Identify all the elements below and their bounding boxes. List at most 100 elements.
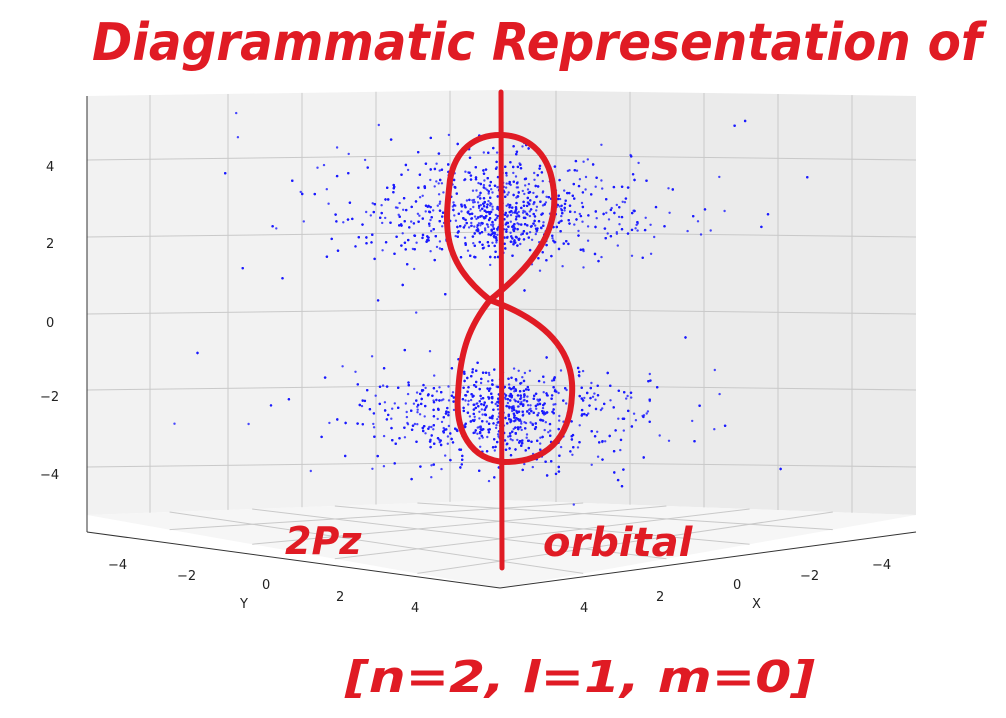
scatter-point (585, 414, 588, 417)
scatter-point (402, 208, 405, 211)
scatter-point (410, 409, 413, 412)
scatter-point (513, 414, 516, 417)
scatter-point (480, 377, 483, 381)
scatter-point (581, 399, 585, 402)
scatter-point (618, 223, 621, 226)
scatter-point (543, 428, 546, 432)
scatter-point (760, 225, 763, 229)
scatter-point (612, 406, 615, 409)
scatter-point (358, 403, 361, 407)
scatter-point (469, 174, 473, 177)
scatter-point (550, 379, 554, 382)
scatter-point (626, 186, 630, 189)
scatter-point (365, 236, 368, 239)
scatter-point (512, 224, 515, 228)
scatter-point (663, 225, 666, 228)
scatter-point (481, 222, 484, 225)
scatter-point (523, 223, 527, 226)
scatter-point (509, 161, 512, 164)
scatter-point (596, 384, 599, 387)
scatter-point (609, 208, 613, 212)
scatter-point (422, 429, 425, 433)
scatter-point (429, 168, 432, 171)
scatter-point (484, 413, 487, 416)
scatter-point (620, 228, 624, 231)
scatter-point (504, 448, 508, 451)
scatter-point (459, 466, 462, 469)
scatter-point (526, 404, 530, 407)
scatter-point (490, 416, 493, 419)
scatter-point (487, 389, 491, 392)
scatter-point (241, 267, 244, 270)
scatter-point (528, 203, 531, 206)
scatter-point (480, 408, 483, 411)
scatter-point (436, 204, 439, 207)
scatter-point (354, 245, 357, 248)
scatter-point (568, 191, 571, 195)
scatter-point (541, 435, 544, 439)
scatter-point (464, 242, 467, 245)
scatter-point (485, 210, 488, 214)
scatter-point (495, 151, 499, 154)
scatter-point (485, 450, 489, 453)
scatter-point (516, 394, 520, 397)
scatter-point (466, 211, 469, 214)
scatter-point (586, 225, 590, 228)
scatter-point (420, 389, 424, 392)
scatter-point (441, 215, 444, 218)
scatter-point (437, 408, 440, 411)
scatter-point (709, 229, 712, 232)
scatter-point (574, 159, 578, 163)
scatter-point (495, 216, 499, 220)
scatter-point (472, 412, 475, 416)
scatter-point (509, 240, 513, 243)
scatter-point (524, 388, 528, 391)
scatter-point (606, 371, 609, 375)
scatter-point (450, 437, 453, 441)
scatter-point (643, 228, 647, 232)
scatter-point (590, 463, 593, 466)
scatter-point (536, 414, 539, 417)
scatter-point (512, 229, 516, 233)
scatter-point (514, 448, 517, 451)
scatter-point (424, 432, 427, 435)
scatter-point (590, 193, 593, 196)
scatter-point (437, 193, 441, 196)
scatter-point (618, 206, 621, 209)
scatter-point (558, 178, 561, 182)
scatter-point (534, 392, 538, 395)
scatter-point (430, 216, 433, 219)
scatter-point (512, 412, 516, 415)
scatter-point (494, 445, 497, 449)
scatter-point (419, 392, 422, 396)
scatter-point (444, 412, 448, 415)
scatter-point (484, 371, 488, 374)
scatter-point (472, 403, 475, 406)
scatter-point (471, 189, 475, 192)
scatter-point (509, 387, 513, 391)
scatter-point (572, 182, 575, 186)
scatter-point (581, 248, 585, 251)
gridline (499, 154, 917, 161)
scatter-point (494, 250, 497, 253)
scatter-point (529, 199, 532, 202)
scatter-point (486, 435, 489, 439)
scatter-point (568, 222, 571, 225)
scatter-point (416, 423, 419, 426)
scatter-point (405, 208, 408, 212)
scatter-point (559, 230, 562, 233)
scatter-point (713, 428, 716, 431)
scatter-point (398, 215, 401, 218)
scatter-point (648, 420, 651, 423)
scatter-point (309, 469, 312, 473)
scatter-point (473, 225, 476, 228)
scatter-point (519, 167, 523, 170)
scatter-point (584, 175, 588, 179)
scatter-point (433, 185, 436, 188)
scatter-point (493, 476, 496, 479)
scatter-point (370, 241, 373, 244)
scatter-point (506, 422, 509, 425)
scatter-point (473, 384, 476, 387)
scatter-point (691, 419, 694, 423)
scatter-point (553, 241, 556, 244)
